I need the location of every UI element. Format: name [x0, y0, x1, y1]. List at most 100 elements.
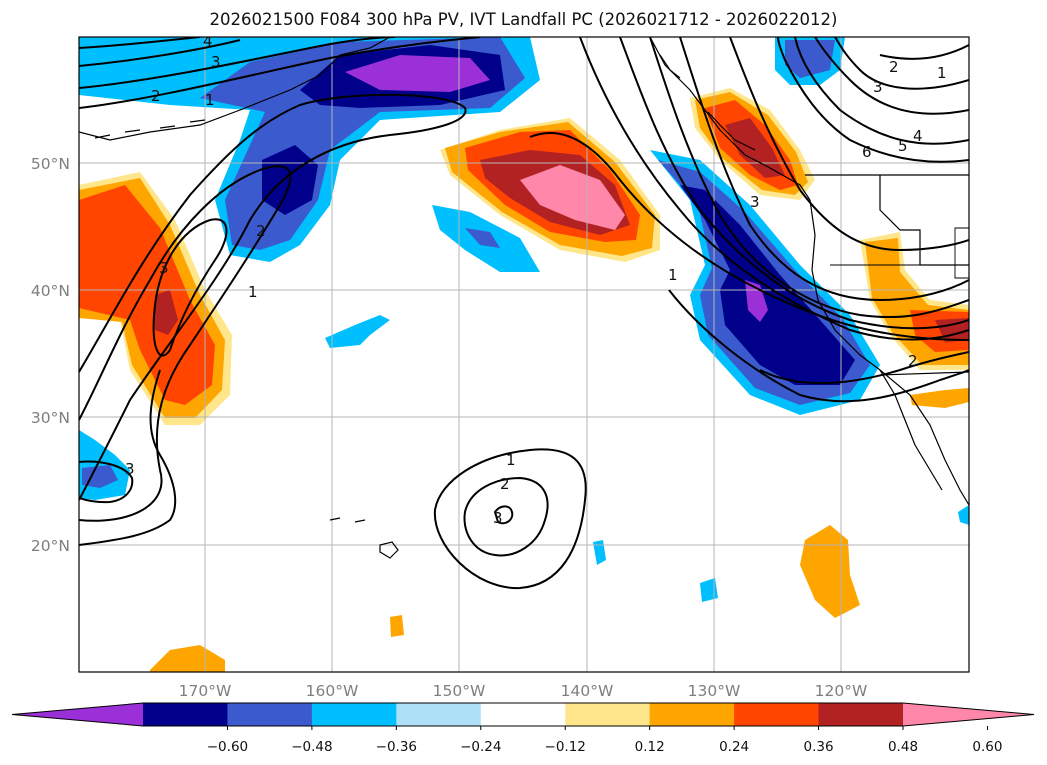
contour-central-5: [679, 37, 969, 302]
colorbar-tick-label: −0.24: [460, 739, 501, 755]
shade-small-neg-3-core: [82, 465, 118, 488]
colorbar-segments: [11, 702, 1035, 727]
contour-ne-3: [814, 37, 969, 115]
contour-nw-4: [79, 37, 201, 49]
contour-west-3: [152, 218, 228, 357]
contour-hawaii-1: [433, 448, 587, 590]
pv-contours: [79, 37, 969, 590]
shade-central-pos-peak: [520, 165, 625, 230]
coast-aleutians: [94, 119, 206, 139]
contour-labels: 3 2 1 4 2 3 1 3 1 3 2 6 5 4 3 2 1 1 2 3: [125, 32, 947, 527]
contour-label-2: 2: [908, 352, 918, 370]
contour-label-3: 3: [159, 259, 169, 277]
map-panel: 3 2 1 4 2 3 1 3 1 3 2 6 5 4 3 2 1 1 2 3: [78, 32, 970, 673]
contour-hawaii-2: [463, 476, 549, 557]
contour-central-3: [619, 37, 969, 330]
contour-coast-lower-1: [668, 289, 969, 403]
lat-label-40n: 40°N: [31, 282, 70, 300]
contour-hawaii-3: [493, 505, 514, 525]
contour-label-1: 1: [937, 64, 947, 82]
colorbar-segment: [143, 703, 228, 726]
colorbar-segment: [565, 703, 651, 726]
longitude-labels: 170°W 160°W 150°W 140°W 130°W 120°W: [179, 682, 868, 700]
contour-label-3: 3: [750, 193, 760, 211]
colorbar-ticks: −0.60 −0.48 −0.36 −0.24 −0.12 0.12 0.24 0.36 0.4…: [207, 726, 1002, 755]
contour-label-3: 3: [493, 509, 503, 527]
contour-label-2: 2: [500, 475, 510, 493]
contour-label-2: 2: [889, 58, 899, 76]
coast-baja: [879, 369, 943, 491]
contour-label-1: 1: [506, 451, 516, 469]
contour-nw-1: [79, 37, 481, 109]
colorbar-tick-label: −0.48: [291, 739, 332, 755]
contour-ne-1: [879, 44, 969, 60]
contour-label-5: 5: [898, 137, 908, 155]
shade-small-neg-6: [958, 505, 969, 525]
contour-label-2: 2: [151, 87, 161, 105]
contour-label-2: 2: [256, 222, 266, 240]
contour-label-4: 4: [203, 32, 213, 50]
contour-label-1: 1: [668, 266, 678, 284]
colorbar-tick-label: 0.48: [888, 739, 918, 755]
colorbar-segment: [734, 703, 820, 726]
colorbar-tick-label: −0.12: [545, 739, 586, 755]
colorbar-tick-label: −0.60: [207, 739, 248, 755]
lon-label-160w: 160°W: [306, 682, 359, 700]
contour-label-3: 3: [125, 460, 135, 478]
contour-label-1: 1: [205, 91, 215, 109]
coastlines: [79, 37, 969, 559]
colorbar-segment: [311, 703, 397, 726]
contour-sw-3: [79, 460, 134, 504]
colorbar: −0.60 −0.48 −0.36 −0.24 −0.12 0.12 0.24 0.36 0.4…: [11, 702, 1035, 755]
contour-label-3: 3: [873, 78, 883, 96]
shade-baja-pos: [910, 388, 969, 408]
shade-small-pos-1: [390, 615, 404, 637]
map-title: 2026021500 F084 300 hPa PV, IVT Landfall…: [209, 10, 838, 29]
shade-west-pos-core: [79, 185, 215, 405]
lon-label-120w: 120°W: [815, 682, 868, 700]
colorbar-extend-high: [903, 703, 1034, 726]
contour-central-1: [529, 132, 969, 341]
border-us-mexico: [879, 371, 969, 376]
contour-west-4: [79, 369, 177, 546]
colorbar-segment: [480, 703, 566, 726]
lat-label-30n: 30°N: [31, 409, 70, 427]
shade-small-neg-1-core: [465, 228, 500, 248]
colorbar-tick-label: 0.60: [972, 739, 1002, 755]
contour-nw-2: [79, 37, 396, 89]
border-states: [830, 227, 969, 279]
colorbar-extend-low: [12, 703, 143, 726]
lat-label-50n: 50°N: [31, 155, 70, 173]
colorbar-tick-label: 0.36: [804, 739, 834, 755]
coast-bc-islands: [659, 54, 756, 151]
lat-label-20n: 20°N: [31, 537, 70, 555]
contour-ne-5: [777, 37, 969, 163]
contour-label-6: 6: [862, 143, 872, 161]
contour-coast-lower-2: [759, 351, 969, 385]
colorbar-segment: [649, 703, 735, 726]
contour-ne-2: [834, 37, 969, 90]
contour-nw-3: [79, 39, 241, 67]
colorbar-tick-label: −0.36: [376, 739, 417, 755]
shade-mexico-pos: [800, 525, 860, 618]
lon-label-140w: 140°W: [561, 682, 614, 700]
contour-label-4: 4: [913, 127, 923, 145]
colorbar-segment: [396, 703, 482, 726]
lon-label-170w: 170°W: [179, 682, 232, 700]
shade-gulf-alaska-peak: [345, 55, 490, 92]
contour-west-2: [79, 165, 292, 522]
contour-label-3: 3: [211, 53, 221, 71]
shade-small-pos-2: [150, 645, 225, 672]
colorbar-segment: [818, 703, 904, 726]
shade-small-neg-4: [593, 540, 606, 565]
shade-usw-neg-core: [680, 185, 855, 385]
contour-label-1: 1: [248, 283, 258, 301]
contour-central-2: [579, 37, 969, 341]
colorbar-tick-label: 0.12: [635, 739, 665, 755]
contour-coast-6: [729, 37, 969, 252]
colorbar-tick-label: 0.24: [719, 739, 749, 755]
lon-label-150w: 150°W: [433, 682, 486, 700]
shade-small-neg-2: [325, 315, 390, 348]
map-frame: [78, 36, 970, 673]
